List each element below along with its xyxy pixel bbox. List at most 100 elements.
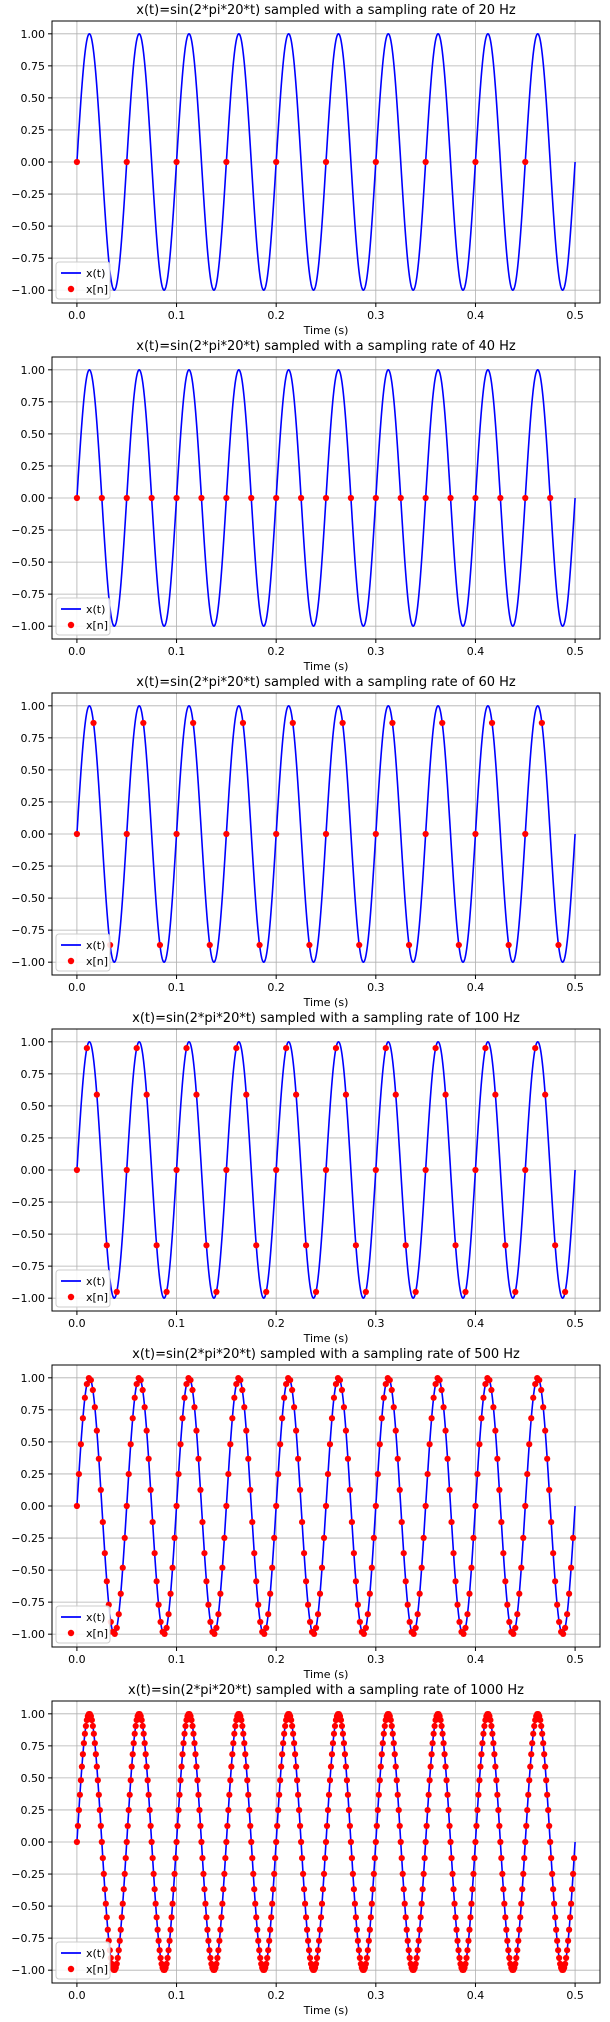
- sample-point: [520, 1870, 527, 1877]
- sample-point: [395, 1807, 402, 1814]
- sample-point: [157, 1618, 164, 1626]
- sample-point: [93, 1763, 100, 1770]
- sample-point: [113, 1624, 120, 1632]
- y-tick-label: −0.75: [11, 924, 45, 937]
- sample-point: [192, 1751, 199, 1758]
- y-tick-label: −0.25: [11, 188, 45, 201]
- sample-point: [201, 1550, 208, 1557]
- sample-point: [101, 1886, 108, 1893]
- sample-point: [366, 1590, 373, 1597]
- sample-point: [323, 1822, 331, 1830]
- sample-point: [451, 1900, 458, 1907]
- sample-point: [330, 1730, 338, 1737]
- sample-point: [522, 158, 529, 166]
- sample-point: [454, 1601, 461, 1608]
- sample-point: [472, 494, 479, 502]
- sample-point: [191, 1404, 198, 1411]
- chart-title: x(t)=sin(2*pi*20*t) sampled with a sampl…: [136, 3, 516, 18]
- sample-point: [560, 1630, 567, 1638]
- sample-point: [165, 1947, 172, 1954]
- sample-point: [449, 1870, 456, 1877]
- sample-point: [432, 1380, 439, 1388]
- sample-point: [207, 1954, 214, 1962]
- sample-point: [544, 1455, 551, 1462]
- sample-point: [419, 1886, 426, 1893]
- y-tick-label: 0.75: [21, 732, 46, 745]
- sample-point: [175, 1471, 182, 1478]
- sample-point: [302, 1578, 310, 1585]
- y-tick-label: 0.00: [21, 1164, 46, 1177]
- sample-point: [387, 1716, 394, 1724]
- sample-point: [132, 1722, 139, 1730]
- sample-point: [140, 719, 147, 727]
- sample-point: [277, 1441, 284, 1448]
- sample-point: [155, 1937, 162, 1944]
- sample-point: [206, 1947, 213, 1954]
- sample-point: [253, 1914, 260, 1921]
- sample-point: [290, 1730, 297, 1737]
- sample-point: [322, 494, 330, 502]
- sample-point: [348, 1518, 356, 1526]
- sample-point: [198, 494, 205, 502]
- sample-point: [517, 1914, 524, 1921]
- sample-point: [189, 1386, 196, 1394]
- sample-point: [89, 1386, 96, 1394]
- sample-point: [272, 1854, 279, 1862]
- sample-point: [322, 1166, 330, 1174]
- sample-point: [554, 1601, 561, 1608]
- sample-point: [91, 1404, 98, 1411]
- sample-point: [143, 1763, 150, 1770]
- sample-point: [551, 1900, 558, 1907]
- sample-point: [473, 1822, 480, 1830]
- sample-point: [404, 1937, 411, 1944]
- sample-point: [506, 1618, 513, 1626]
- sample-point: [291, 1404, 298, 1411]
- sample-point: [523, 1822, 530, 1830]
- y-tick-label: −0.75: [11, 1260, 45, 1273]
- sample-point: [241, 1740, 248, 1747]
- sample-point: [280, 1740, 287, 1747]
- sample-point: [390, 1404, 397, 1411]
- sample-point: [360, 1630, 367, 1638]
- sample-point: [223, 158, 230, 166]
- sample-point: [469, 1886, 476, 1893]
- sample-point: [318, 1564, 326, 1571]
- sample-point: [415, 1937, 422, 1944]
- sample-point: [117, 1926, 124, 1933]
- sample-point: [230, 1740, 237, 1747]
- sample-point: [239, 1386, 246, 1394]
- y-tick-label: −0.25: [11, 1532, 45, 1545]
- sample-point: [80, 1740, 87, 1747]
- y-tick-label: 1.00: [21, 700, 46, 713]
- sample-point: [418, 1900, 425, 1907]
- sample-point: [293, 1427, 300, 1434]
- sample-point: [542, 1427, 549, 1434]
- sample-point: [525, 1791, 532, 1798]
- sample-point: [530, 1730, 537, 1737]
- sample-point: [526, 1441, 533, 1448]
- sample-point: [376, 1441, 383, 1448]
- sample-point: [549, 1870, 556, 1877]
- sample-point: [365, 1937, 372, 1944]
- x-tick-label: 0.1: [168, 645, 186, 658]
- y-tick-label: −1.00: [11, 620, 45, 633]
- sample-point: [177, 1777, 184, 1784]
- x-tick-label: 0.3: [367, 309, 385, 322]
- sample-point: [495, 1807, 502, 1814]
- sample-point: [544, 1791, 551, 1798]
- sample-point: [500, 1550, 507, 1557]
- chart-panel: x(t)=sin(2*pi*20*t) sampled with a sampl…: [11, 675, 601, 1009]
- sample-point: [487, 1716, 494, 1724]
- sample-point: [567, 1914, 574, 1921]
- sample-point: [92, 1751, 99, 1758]
- x-tick-label: 0.4: [467, 1989, 485, 2002]
- sample-point: [75, 1807, 82, 1814]
- sample-point: [499, 1870, 506, 1877]
- sample-point: [168, 1914, 175, 1921]
- sample-point: [167, 1926, 174, 1933]
- y-tick-label: −1.00: [11, 1292, 45, 1305]
- sample-point: [447, 1838, 454, 1846]
- sample-point: [193, 1763, 200, 1770]
- sample-point: [204, 1926, 211, 1933]
- sample-point: [444, 1791, 451, 1798]
